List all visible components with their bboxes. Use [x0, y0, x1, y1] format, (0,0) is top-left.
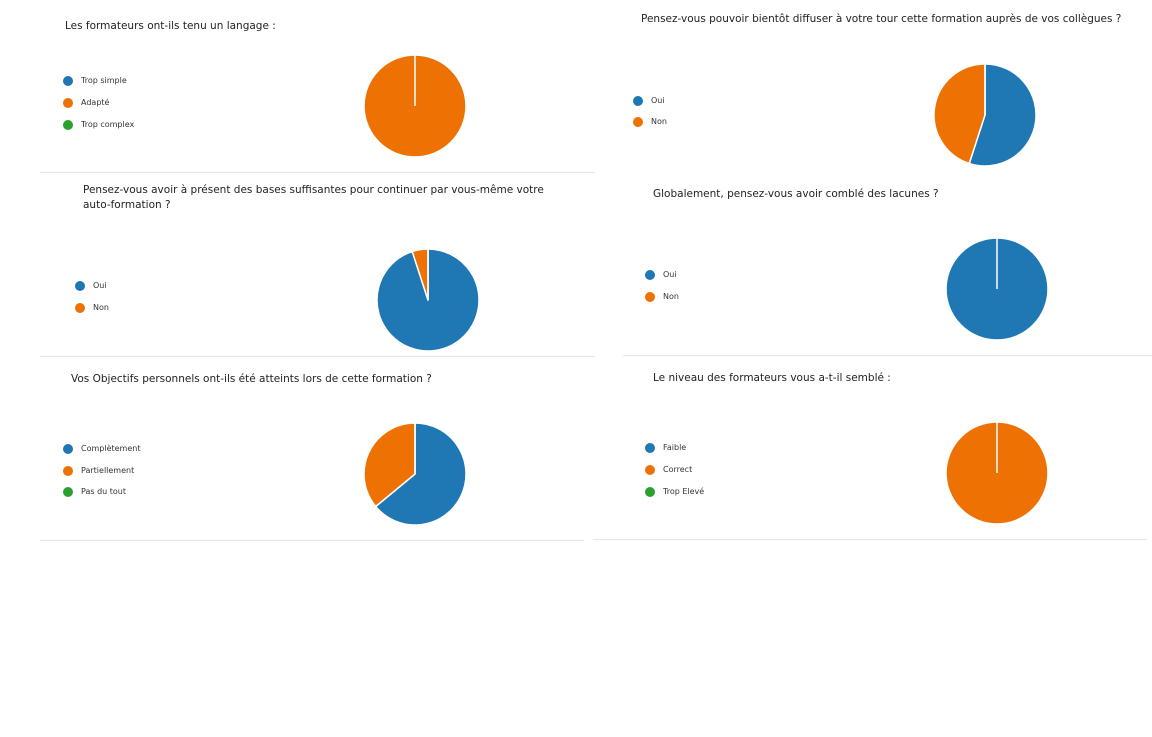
divider — [40, 172, 595, 173]
legend-label: Complètement — [81, 444, 141, 453]
legend-swatch — [63, 98, 73, 108]
legend-swatch — [63, 444, 73, 454]
divider — [623, 355, 1152, 356]
legend-label: Non — [93, 303, 109, 312]
legend-label: Pas du tout — [81, 487, 127, 496]
chart-title: Le niveau des formateurs vous a-t-il sem… — [653, 372, 891, 384]
legend-swatch — [645, 465, 655, 475]
pie-chart — [945, 421, 1049, 525]
legend-swatch — [645, 292, 655, 302]
pie-chart — [363, 54, 467, 158]
legend-label: Faible — [663, 443, 687, 452]
legend-swatch — [63, 466, 73, 476]
legend-swatch — [645, 443, 655, 453]
legend-label: Trop complex — [81, 120, 135, 129]
pie-slice-partiellement[interactable] — [363, 422, 416, 508]
pie-chart — [945, 237, 1049, 341]
pie-chart — [933, 63, 1037, 167]
legend-label: Oui — [663, 270, 677, 279]
divider — [40, 356, 595, 357]
legend-label: Partiellement — [81, 466, 135, 475]
chart-title: Pensez-vous pouvoir bientôt diffuser à v… — [641, 13, 1122, 25]
pie-slice-oui[interactable] — [968, 63, 1037, 167]
legend-label: Non — [651, 117, 667, 126]
chart-title: Globalement, pensez-vous avoir comblé de… — [653, 188, 939, 200]
chart-title: Les formateurs ont-ils tenu un langage : — [65, 20, 276, 32]
legend-label: Adapté — [81, 98, 110, 107]
chart-title: Vos Objectifs personnels ont-ils été att… — [71, 373, 432, 385]
legend-label: Oui — [93, 281, 107, 290]
divider — [40, 540, 584, 541]
legend-swatch — [633, 96, 643, 106]
legend-swatch — [645, 487, 655, 497]
legend-swatch — [75, 281, 85, 291]
legend-swatch — [63, 487, 73, 497]
legend-label: Oui — [651, 96, 665, 105]
legend-label: Trop Elevé — [663, 487, 705, 496]
pie-chart — [363, 422, 467, 526]
legend-swatch — [633, 117, 643, 127]
pie-slice-non[interactable] — [933, 63, 986, 165]
pie-slice-compl-tement[interactable] — [374, 422, 467, 526]
chart-title: Pensez-vous avoir à présent des bases su… — [83, 184, 544, 211]
divider — [593, 539, 1147, 540]
legend-swatch — [645, 270, 655, 280]
legend-swatch — [63, 76, 73, 86]
legend-label: Correct — [663, 465, 693, 474]
legend-swatch — [63, 120, 73, 130]
legend-label: Trop simple — [81, 76, 127, 85]
legend-swatch — [75, 303, 85, 313]
pie-chart — [376, 248, 480, 352]
legend-label: Non — [663, 292, 679, 301]
